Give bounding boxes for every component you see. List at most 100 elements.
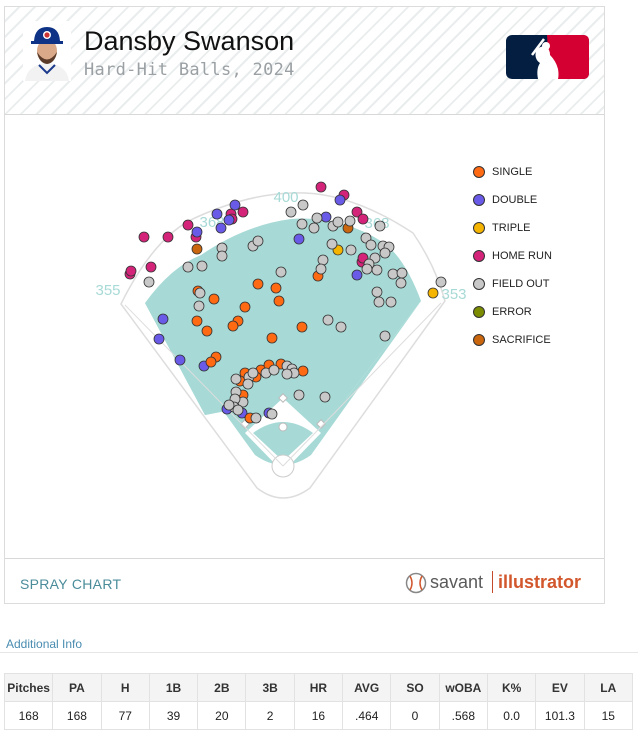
batted-ball-field-out[interactable] bbox=[232, 404, 244, 416]
batted-ball-field-out[interactable] bbox=[242, 378, 254, 390]
batted-ball-double[interactable] bbox=[293, 233, 305, 245]
legend-item-sacrifice[interactable]: SACRIFICE bbox=[473, 333, 583, 349]
batted-ball-field-out[interactable] bbox=[373, 296, 385, 308]
batted-ball-field-out[interactable] bbox=[285, 206, 297, 218]
stat-value-hr: 16 bbox=[293, 701, 344, 730]
batted-ball-double[interactable] bbox=[191, 226, 203, 238]
batted-ball-home-run[interactable] bbox=[145, 261, 157, 273]
batted-ball-field-out[interactable] bbox=[395, 277, 407, 289]
legend-item-field-out[interactable]: FIELD OUT bbox=[473, 277, 583, 293]
batted-ball-double[interactable] bbox=[229, 199, 241, 211]
batted-ball-single[interactable] bbox=[266, 332, 278, 344]
left-foul-line bbox=[124, 304, 284, 467]
batted-ball-field-out[interactable] bbox=[319, 391, 331, 403]
stat-value-avg: .464 bbox=[342, 701, 392, 730]
batted-ball-field-out[interactable] bbox=[379, 247, 391, 259]
batted-ball-home-run[interactable] bbox=[315, 181, 327, 193]
batted-ball-field-out[interactable] bbox=[281, 368, 293, 380]
batted-ball-field-out[interactable] bbox=[317, 254, 329, 266]
batted-ball-single[interactable] bbox=[208, 293, 220, 305]
batted-ball-double[interactable] bbox=[334, 194, 346, 206]
batted-ball-single[interactable] bbox=[252, 278, 264, 290]
batted-ball-field-out[interactable] bbox=[308, 222, 320, 234]
batted-ball-field-out[interactable] bbox=[332, 216, 344, 228]
batted-ball-single[interactable] bbox=[201, 325, 213, 337]
batted-ball-single[interactable] bbox=[205, 356, 217, 368]
additional-info-label[interactable]: Additional Info bbox=[6, 637, 83, 651]
batted-ball-field-out[interactable] bbox=[296, 218, 308, 230]
legend-item-home-run[interactable]: HOME RUN bbox=[473, 249, 583, 265]
batted-ball-field-out[interactable] bbox=[344, 215, 356, 227]
batted-ball-double[interactable] bbox=[174, 354, 186, 366]
batted-ball-field-out[interactable] bbox=[250, 412, 262, 424]
batted-ball-field-out[interactable] bbox=[196, 260, 208, 272]
batted-ball-field-out[interactable] bbox=[297, 199, 309, 211]
batted-ball-field-out[interactable] bbox=[193, 300, 205, 312]
batted-ball-double[interactable] bbox=[153, 333, 165, 345]
batted-ball-home-run[interactable] bbox=[182, 219, 194, 231]
legend-label: TRIPLE bbox=[492, 222, 531, 234]
batted-ball-field-out[interactable] bbox=[322, 314, 334, 326]
batted-ball-home-run[interactable] bbox=[162, 231, 174, 243]
stat-value-ev: 101.3 bbox=[535, 701, 585, 730]
batted-ball-field-out[interactable] bbox=[247, 367, 259, 379]
batted-ball-field-out[interactable] bbox=[387, 268, 399, 280]
batted-ball-field-out[interactable] bbox=[345, 244, 357, 256]
legend-item-double[interactable]: DOUBLE bbox=[473, 193, 583, 209]
batted-ball-field-out[interactable] bbox=[293, 389, 305, 401]
batted-ball-double[interactable] bbox=[320, 211, 332, 223]
batted-ball-field-out[interactable] bbox=[379, 330, 391, 342]
batted-ball-home-run[interactable] bbox=[357, 213, 369, 225]
batted-ball-double[interactable] bbox=[215, 222, 227, 234]
legend-label: DOUBLE bbox=[492, 194, 538, 206]
batted-ball-field-out[interactable] bbox=[230, 373, 242, 385]
batted-ball-field-out[interactable] bbox=[371, 264, 383, 276]
batted-ball-field-out[interactable] bbox=[216, 250, 228, 262]
batted-ball-double[interactable] bbox=[211, 208, 223, 220]
batted-ball-home-run[interactable] bbox=[138, 231, 150, 243]
batted-ball-single[interactable] bbox=[239, 301, 251, 313]
batted-ball-field-out[interactable] bbox=[275, 266, 287, 278]
batted-ball-field-out[interactable] bbox=[361, 263, 373, 275]
divider bbox=[0, 652, 638, 653]
batted-ball-field-out[interactable] bbox=[365, 239, 377, 251]
batted-ball-field-out[interactable] bbox=[371, 286, 383, 298]
batted-ball-single[interactable] bbox=[273, 295, 285, 307]
batted-ball-field-out[interactable] bbox=[396, 267, 408, 279]
batted-ball-field-out[interactable] bbox=[194, 287, 206, 299]
batted-ball-double[interactable] bbox=[157, 313, 169, 325]
batted-ball-field-out[interactable] bbox=[266, 408, 278, 420]
batted-ball-home-run[interactable] bbox=[125, 265, 137, 277]
batted-ball-field-out[interactable] bbox=[326, 238, 338, 250]
legend-item-triple[interactable]: TRIPLE bbox=[473, 221, 583, 237]
batted-ball-field-out[interactable] bbox=[374, 220, 386, 232]
batted-ball-field-out[interactable] bbox=[335, 321, 347, 333]
stat-header-avg: AVG bbox=[342, 673, 392, 702]
batted-ball-field-out[interactable] bbox=[435, 276, 447, 288]
brand-illustrator: illustrator bbox=[498, 572, 582, 592]
batted-ball-single[interactable] bbox=[296, 321, 308, 333]
batted-ball-field-out[interactable] bbox=[385, 296, 397, 308]
batted-ball-single[interactable] bbox=[297, 365, 309, 377]
batted-ball-single[interactable] bbox=[227, 320, 239, 332]
batted-ball-field-out[interactable] bbox=[311, 212, 323, 224]
legend-swatch bbox=[473, 250, 485, 262]
legend-item-single[interactable]: SINGLE bbox=[473, 165, 583, 181]
stat-value-la: 15 bbox=[583, 701, 634, 730]
batted-ball-field-out[interactable] bbox=[268, 364, 280, 376]
legend-item-error[interactable]: ERROR bbox=[473, 305, 583, 321]
batted-ball-field-out[interactable] bbox=[223, 399, 235, 411]
batted-ball-double[interactable] bbox=[351, 269, 363, 281]
batted-ball-single[interactable] bbox=[191, 315, 203, 327]
batted-ball-field-out[interactable] bbox=[252, 235, 264, 247]
stat-value-woba: .568 bbox=[438, 701, 488, 730]
batted-ball-home-run[interactable] bbox=[351, 206, 363, 218]
batted-ball-triple[interactable] bbox=[427, 287, 439, 299]
batted-ball-sacrifice[interactable] bbox=[191, 243, 203, 255]
batted-ball-single[interactable] bbox=[270, 282, 282, 294]
batted-ball-field-out[interactable] bbox=[315, 263, 327, 275]
batted-ball-field-out[interactable] bbox=[143, 276, 155, 288]
batted-ball-field-out[interactable] bbox=[182, 261, 194, 273]
batted-ball-home-run[interactable] bbox=[237, 206, 249, 218]
batted-ball-double[interactable] bbox=[223, 214, 235, 226]
